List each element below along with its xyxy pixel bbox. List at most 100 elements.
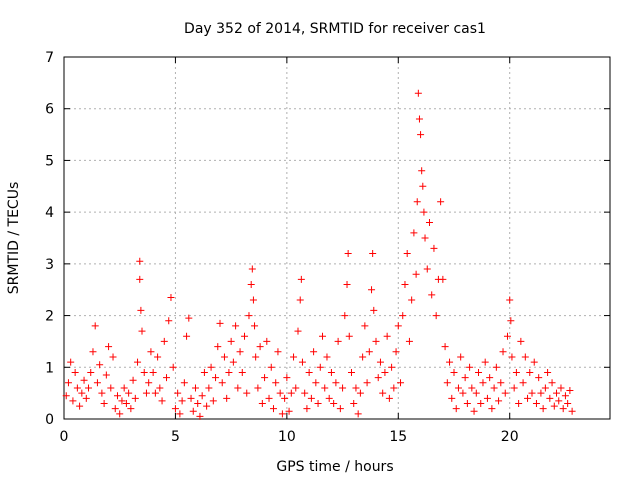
data-point-marker	[147, 348, 155, 356]
data-point-marker	[526, 368, 534, 376]
data-point-marker	[524, 394, 532, 402]
data-point-marker	[347, 368, 355, 376]
data-point-marker	[401, 281, 409, 289]
data-point-marker	[557, 384, 565, 392]
data-point-marker	[481, 358, 489, 366]
data-point-marker	[129, 376, 137, 384]
data-point-marker	[107, 384, 115, 392]
data-point-marker	[247, 281, 255, 289]
data-point-marker	[249, 296, 257, 304]
data-point-marker	[265, 394, 273, 402]
data-point-marker	[232, 322, 240, 330]
data-point-marker	[100, 399, 108, 407]
data-point-marker	[352, 384, 360, 392]
data-point-marker	[394, 322, 402, 330]
data-point-marker	[62, 392, 70, 400]
data-point-marker	[350, 399, 358, 407]
data-point-marker	[369, 250, 377, 258]
x-tick-label: 20	[501, 429, 519, 445]
data-point-marker	[120, 384, 128, 392]
data-point-marker	[521, 353, 529, 361]
plot-frame	[63, 56, 611, 420]
data-point-marker	[486, 374, 494, 382]
y-tick-label: 6	[45, 102, 54, 118]
data-point-marker	[368, 286, 376, 294]
data-point-marker	[423, 265, 431, 273]
data-point-marker	[421, 234, 429, 242]
data-point-marker	[131, 394, 139, 402]
data-point-marker	[142, 389, 150, 397]
data-point-marker	[234, 384, 242, 392]
data-point-marker	[420, 208, 428, 216]
data-point-marker	[385, 394, 393, 402]
data-point-marker	[167, 293, 175, 301]
data-point-marker	[361, 322, 369, 330]
data-point-marker	[450, 368, 458, 376]
data-point-marker	[392, 348, 400, 356]
data-point-marker	[305, 368, 313, 376]
data-point-marker	[227, 337, 235, 345]
data-point-marker	[203, 402, 211, 410]
data-point-marker	[492, 363, 500, 371]
data-point-marker	[163, 374, 171, 382]
data-point-marker	[425, 218, 433, 226]
data-point-marker	[316, 363, 324, 371]
data-point-marker	[225, 368, 233, 376]
data-point-marker	[87, 368, 95, 376]
data-point-marker	[238, 368, 246, 376]
data-point-marker	[251, 322, 259, 330]
data-point-marker	[466, 363, 474, 371]
data-point-marker	[312, 379, 320, 387]
data-point-marker	[503, 332, 511, 340]
data-point-marker	[185, 314, 193, 322]
data-point-marker	[73, 384, 81, 392]
x-tick-label: 10	[278, 429, 296, 445]
data-point-marker	[194, 399, 202, 407]
data-point-marker	[561, 392, 569, 400]
data-point-marker	[169, 363, 177, 371]
y-axis-label: SRMTID / TECUs	[6, 182, 22, 295]
data-point-marker	[541, 384, 549, 392]
data-point-marker	[212, 374, 220, 382]
data-point-marker	[512, 368, 520, 376]
data-point-marker	[127, 405, 135, 413]
data-point-marker	[483, 394, 491, 402]
data-point-marker	[180, 379, 188, 387]
data-point-marker	[214, 343, 222, 351]
data-point-marker	[254, 384, 262, 392]
y-tick-label: 4	[45, 205, 54, 221]
data-point-marker	[546, 394, 554, 402]
data-point-marker	[532, 399, 540, 407]
data-point-marker	[339, 384, 347, 392]
data-point-marker	[408, 296, 416, 304]
data-point-marker	[319, 332, 327, 340]
data-point-marker	[229, 358, 237, 366]
data-point-marker	[446, 358, 454, 366]
data-point-marker	[528, 389, 536, 397]
data-point-marker	[379, 389, 387, 397]
x-axis-label: GPS time / hours	[276, 459, 393, 475]
data-point-marker	[519, 379, 527, 387]
data-point-marker	[176, 410, 184, 418]
data-point-marker	[261, 374, 269, 382]
data-point-marker	[363, 379, 371, 387]
data-point-marker	[216, 319, 224, 327]
grid-lines	[64, 57, 610, 419]
data-point-marker	[76, 402, 84, 410]
data-point-marker	[218, 379, 226, 387]
data-point-marker	[187, 394, 195, 402]
data-point-marker	[154, 353, 162, 361]
data-point-marker	[479, 379, 487, 387]
data-point-marker	[463, 399, 471, 407]
data-point-marker	[537, 389, 545, 397]
data-point-marker	[457, 353, 465, 361]
data-point-marker	[294, 327, 302, 335]
data-point-marker	[69, 397, 77, 405]
data-point-marker	[430, 244, 438, 252]
data-point-marker	[341, 312, 349, 320]
data-point-marker	[495, 397, 503, 405]
data-point-marker	[472, 389, 480, 397]
data-point-marker	[78, 389, 86, 397]
y-tick-label: 5	[45, 153, 54, 169]
data-point-marker	[452, 405, 460, 413]
